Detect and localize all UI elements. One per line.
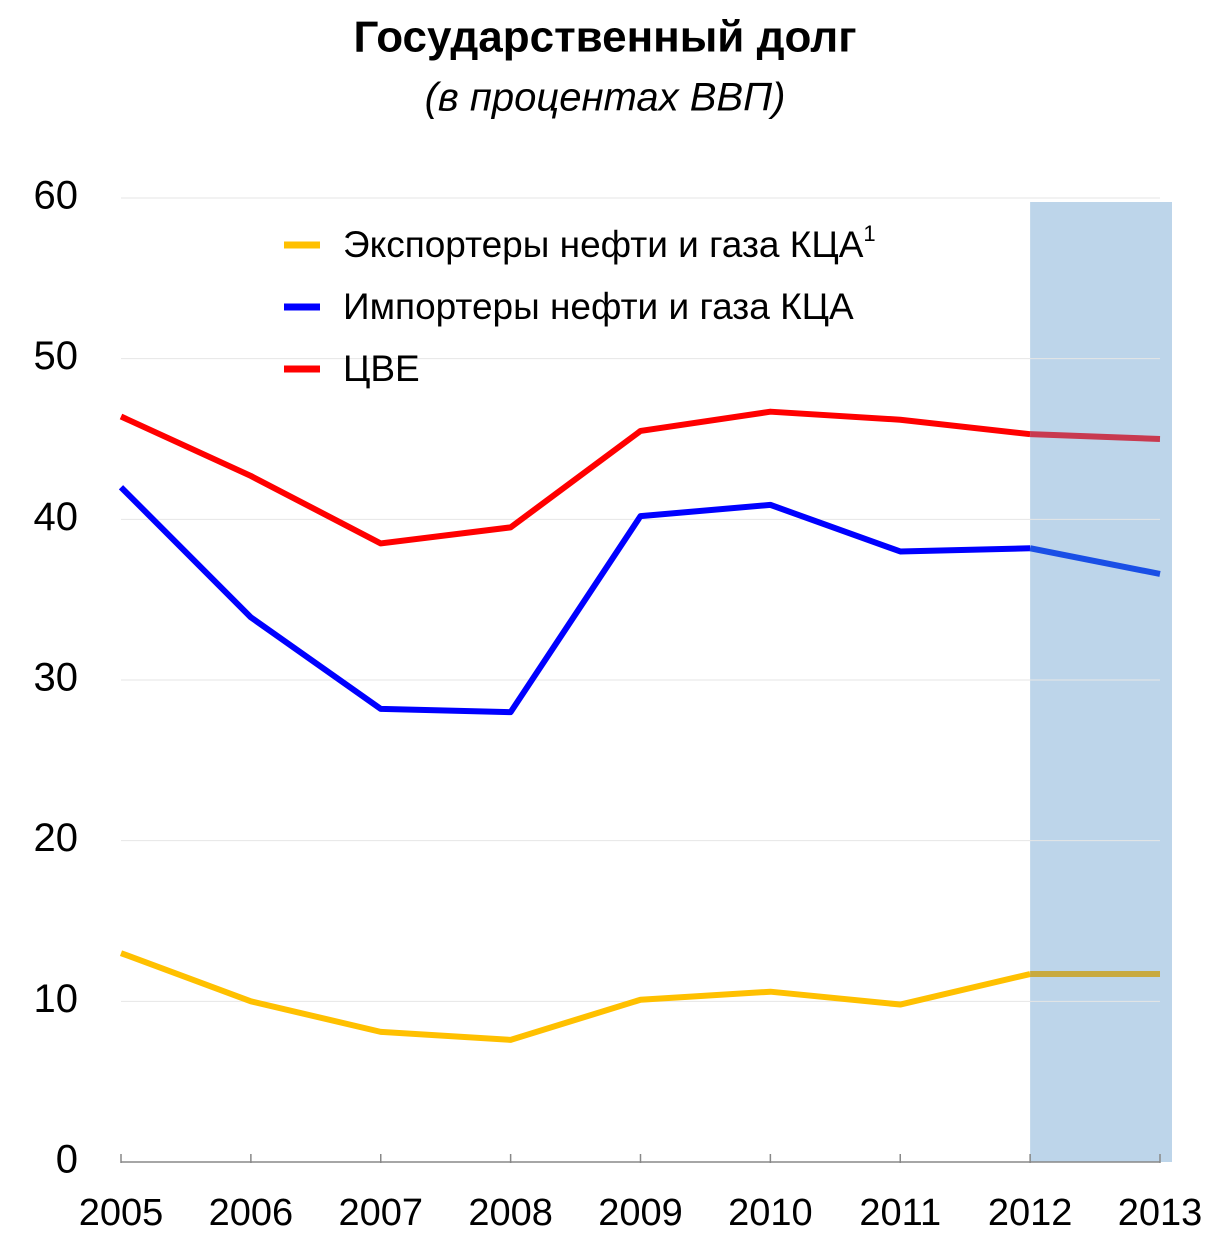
y-tick-label: 30 [34,656,79,700]
y-tick-label: 50 [34,334,79,378]
legend-label: ЦВЕ [343,348,420,389]
x-tick-label: 2006 [209,1192,294,1233]
x-tick-label: 2008 [468,1192,553,1233]
legend-text: Экспортеры нефти и газа КЦА [343,224,864,265]
y-tick-label: 20 [34,816,79,860]
legend-label: Экспортеры нефти и газа КЦА1 [343,221,876,265]
legend-superscript: 1 [863,221,875,246]
x-tick-label: 2013 [1118,1192,1203,1233]
forecast-line [1030,431,1161,442]
y-tick-label: 60 [34,174,79,218]
x-tick-label: 2010 [728,1192,813,1233]
x-tick-label: 2005 [79,1192,164,1233]
forecast-line [1029,545,1161,577]
forecast-shade [1030,202,1172,1162]
x-tick-label: 2012 [988,1192,1073,1233]
chart-title: Государственный долг [353,13,856,62]
x-tick-label: 2011 [859,1192,941,1233]
series-line [119,408,1031,547]
x-tick-label: 2007 [338,1192,423,1233]
series-line [119,950,1031,1043]
legend-label: Импортеры нефти и газа КЦА [343,286,854,327]
y-tick-label: 0 [56,1138,78,1182]
y-tick-label: 40 [34,495,79,539]
legend-text: Импортеры нефти и газа КЦА [343,286,854,327]
legend-text: ЦВЕ [343,348,420,389]
x-tick-label: 2009 [598,1192,683,1233]
series-line [118,485,1031,716]
chart-subtitle: (в процентах ВВП) [425,76,786,120]
y-tick-label: 10 [34,977,79,1021]
